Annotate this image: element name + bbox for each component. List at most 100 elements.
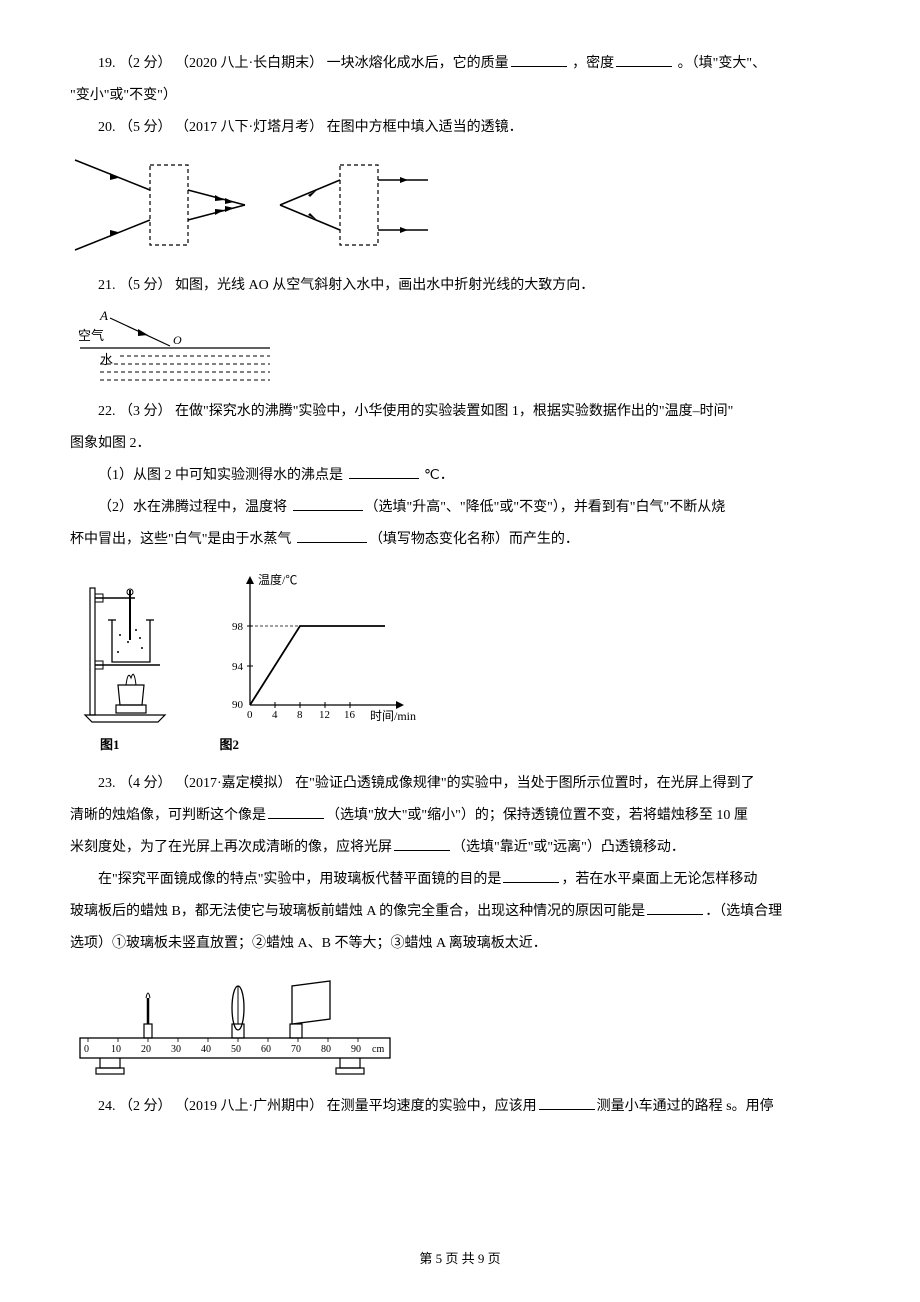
svg-text:0: 0 — [84, 1044, 89, 1055]
label-o: O — [173, 333, 182, 347]
q23-figure: 0 10 20 30 40 50 60 70 80 90 cm — [70, 976, 850, 1081]
temperature-chart: 温度/℃ 时间/min 90 94 98 0 4 8 12 16 — [232, 572, 416, 723]
ytick-98: 98 — [232, 621, 244, 633]
question-22: 22. （3 分） 在做"探究水的沸腾"实验中，小华使用的实验装置如图 1，根据… — [70, 398, 850, 426]
q22-sub1-a: （1）从图 2 中可知实验测得水的沸点是 — [98, 468, 347, 483]
q22-blank-1 — [349, 465, 419, 479]
label-a: A — [99, 308, 108, 323]
q23-text-i: ．（选填合理 — [705, 904, 782, 919]
q22-sub2-b: （选填"升高"、"降低"或"不变"），并看到有"白气"不断从烧 — [365, 500, 726, 515]
footer-text: 第 5 页 共 9 页 — [419, 1251, 500, 1266]
q24-source: （2019 八上·广州期中） — [175, 1099, 323, 1114]
q24-text-b: 测量小车通过的路程 s。用停 — [597, 1099, 774, 1114]
q23-text-a: 在"验证凸透镜成像规律"的实验中，当处于图所示位置时，在光屏上得到了 — [295, 776, 754, 791]
q19-line2: "变小"或"不变"） — [70, 82, 850, 110]
q20-source: （2017 八下·灯塔月考） — [175, 120, 323, 135]
apparatus-icon — [85, 588, 165, 722]
y-axis-label: 温度/℃ — [258, 572, 297, 587]
svg-text:10: 10 — [111, 1044, 121, 1055]
q19-blank-1 — [511, 53, 567, 67]
q19-blank-2 — [616, 53, 672, 67]
q22-score: （3 分） — [119, 404, 172, 419]
q24-score: （2 分） — [119, 1099, 172, 1114]
q22-sub2-d: （填写物态变化名称）而产生的． — [369, 532, 579, 547]
q23-text-g: ，若在水平桌面上无论怎样移动 — [561, 872, 757, 887]
q23-line6: 选项）①玻璃板未竖直放置；②蜡烛 A、B 不等大；③蜡烛 A 离玻璃板太近． — [70, 930, 850, 958]
q20-score: （5 分） — [119, 120, 172, 135]
svg-text:20: 20 — [141, 1044, 151, 1055]
ytick-94: 94 — [232, 661, 244, 673]
svg-text:90: 90 — [351, 1044, 361, 1055]
svg-text:80: 80 — [321, 1044, 331, 1055]
ytick-90: 90 — [232, 699, 244, 711]
question-20: 20. （5 分） （2017 八下·灯塔月考） 在图中方框中填入适当的透镜． — [70, 114, 850, 142]
page-footer: 第 5 页 共 9 页 — [0, 1246, 920, 1272]
q19-number: 19. — [98, 56, 116, 71]
q21-figure: A 空气 O 水 — [70, 308, 850, 386]
svg-text:40: 40 — [201, 1044, 211, 1055]
q23-line4: 在"探究平面镜成像的特点"实验中，用玻璃板代替平面镜的目的是 ，若在水平桌面上无论… — [70, 866, 850, 894]
q22-blank-3 — [297, 529, 367, 543]
fig2-label: 图2 — [220, 732, 240, 758]
q21-number: 21. — [98, 278, 116, 293]
question-21: 21. （5 分） 如图，光线 AO 从空气斜射入水中，画出水中折射光线的大致方… — [70, 272, 850, 300]
q22-sub2-c: 杯中冒出，这些"白气"是由于水蒸气 — [70, 532, 295, 547]
q20-text: 在图中方框中填入适当的透镜． — [327, 120, 523, 135]
q19-text-c: 。（填"变大"、 — [674, 56, 766, 71]
q22-blank-2 — [293, 497, 363, 511]
q19-source: （2020 八上·长白期末） — [175, 56, 323, 71]
q24-number: 24. — [98, 1099, 116, 1114]
q22-line2: 图象如图 2． — [70, 430, 850, 458]
q20-figure — [70, 150, 850, 260]
q23-text-e: （选填"靠近"或"远离"）凸透镜移动． — [452, 840, 685, 855]
q22-sub2-line2: 杯中冒出，这些"白气"是由于水蒸气 （填写物态变化名称）而产生的． — [70, 526, 850, 554]
q23-text-c: （选填"放大"或"缩小"）的；保持透镜位置不变，若将蜡烛移至 10 厘 — [326, 808, 748, 823]
svg-text:70: 70 — [291, 1044, 301, 1055]
q22-sub1-b: ℃． — [421, 468, 454, 483]
question-23: 23. （4 分） （2017·嘉定模拟） 在"验证凸透镜成像规律"的实验中，当… — [70, 770, 850, 798]
q19-score: （2 分） — [119, 56, 172, 71]
q19-text-d: "变小"或"不变"） — [70, 88, 177, 103]
label-water: 水 — [100, 352, 113, 367]
q23-line2: 清晰的烛焰像，可判断这个像是 （选填"放大"或"缩小"）的；保持透镜位置不变，若将… — [70, 802, 850, 830]
fig1-label: 图1 — [100, 732, 120, 758]
q22-fig-labels: 图1 图2 — [70, 732, 850, 758]
xtick-0: 0 — [247, 709, 253, 721]
q20-number: 20. — [98, 120, 116, 135]
q23-text-j: 选项）①玻璃板未竖直放置；②蜡烛 A、B 不等大；③蜡烛 A 离玻璃板太近． — [70, 936, 547, 951]
xtick-12: 12 — [319, 709, 330, 721]
xtick-16: 16 — [344, 709, 356, 721]
q23-text-b: 清晰的烛焰像，可判断这个像是 — [70, 808, 266, 823]
q23-text-d: 米刻度处，为了在光屏上再次成清晰的像，应将光屏 — [70, 840, 392, 855]
q22-sub1: （1）从图 2 中可知实验测得水的沸点是 ℃． — [70, 462, 850, 490]
q24-text-a: 在测量平均速度的实验中，应该用 — [327, 1099, 537, 1114]
xtick-8: 8 — [297, 709, 303, 721]
optical-bench-diagram: 0 10 20 30 40 50 60 70 80 90 cm — [70, 976, 410, 1081]
lens-diagram — [70, 150, 430, 260]
q22-text-b: 图象如图 2． — [70, 436, 151, 451]
question-19: 19. （2 分） （2020 八上·长白期末） 一块冰熔化成水后，它的质量 ，… — [70, 50, 850, 78]
q23-blank-4 — [647, 901, 703, 915]
q21-score: （5 分） — [119, 278, 172, 293]
xtick-4: 4 — [272, 709, 278, 721]
q23-source: （2017·嘉定模拟） — [175, 776, 292, 791]
q24-blank-1 — [539, 1096, 595, 1110]
label-air: 空气 — [78, 328, 104, 343]
q23-text-f: 在"探究平面镜成像的特点"实验中，用玻璃板代替平面镜的目的是 — [98, 872, 501, 887]
svg-text:cm: cm — [372, 1044, 384, 1055]
q23-score: （4 分） — [119, 776, 172, 791]
q22-sub2: （2）水在沸腾过程中，温度将 （选填"升高"、"降低"或"不变"），并看到有"白… — [70, 494, 850, 522]
q21-text: 如图，光线 AO 从空气斜射入水中，画出水中折射光线的大致方向． — [175, 278, 594, 293]
svg-text:50: 50 — [231, 1044, 241, 1055]
q23-blank-3 — [503, 869, 559, 883]
q23-line3: 米刻度处，为了在光屏上再次成清晰的像，应将光屏 （选填"靠近"或"远离"）凸透镜移… — [70, 834, 850, 862]
q23-blank-2 — [394, 837, 450, 851]
x-axis-label: 时间/min — [370, 709, 416, 723]
question-24: 24. （2 分） （2019 八上·广州期中） 在测量平均速度的实验中，应该用… — [70, 1093, 850, 1121]
q22-number: 22. — [98, 404, 116, 419]
q22-figure: 温度/℃ 时间/min 90 94 98 0 4 8 12 16 图1 图2 — [70, 570, 850, 758]
q23-text-h: 玻璃板后的蜡烛 B，都无法使它与玻璃板前蜡烛 A 的像完全重合，出现这种情况的原… — [70, 904, 645, 919]
q23-number: 23. — [98, 776, 116, 791]
svg-text:30: 30 — [171, 1044, 181, 1055]
q22-sub2-a: （2）水在沸腾过程中，温度将 — [98, 500, 291, 515]
